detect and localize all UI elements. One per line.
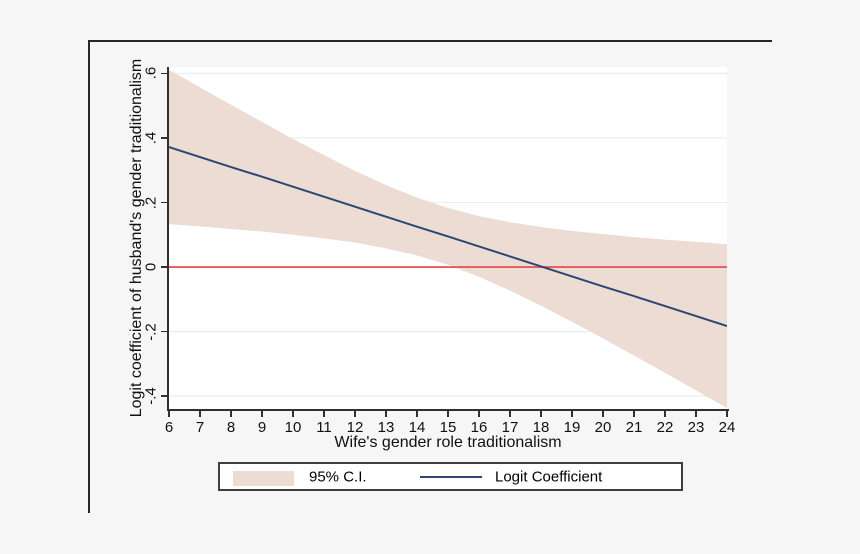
x-tick-label: 17 — [501, 419, 519, 436]
x-tick-label: 6 — [164, 419, 174, 436]
x-axis-line — [167, 409, 729, 411]
y-tick-mark — [161, 395, 167, 397]
x-tick-label: 21 — [625, 419, 643, 436]
y-tick-mark — [161, 330, 167, 333]
x-tick-mark — [602, 411, 604, 417]
x-tick-label: 16 — [470, 419, 488, 436]
x-tick-label: 22 — [656, 419, 674, 436]
x-tick-label: 11 — [316, 419, 332, 436]
x-tick-mark — [509, 411, 511, 417]
x-tick-mark — [168, 411, 170, 417]
x-tick-mark — [633, 411, 635, 417]
x-tick-mark — [447, 411, 449, 417]
x-tick-mark — [664, 411, 666, 417]
x-tick-mark — [726, 411, 728, 417]
x-tick-label: 12 — [346, 419, 364, 436]
x-tick-mark — [261, 411, 263, 417]
x-tick-label: 24 — [718, 419, 736, 436]
x-tick-label: 9 — [257, 419, 267, 436]
x-tick-label: 20 — [594, 419, 612, 436]
legend-line-sample — [420, 476, 482, 478]
y-axis-title: Logit coefficient of husband's gender tr… — [128, 58, 145, 418]
legend-ci-band-swatch — [233, 471, 294, 486]
x-tick-label: 15 — [439, 419, 457, 436]
x-tick-label: 18 — [532, 419, 550, 436]
y-tick-mark — [161, 72, 167, 75]
x-tick-mark — [385, 411, 387, 417]
x-tick-mark — [416, 411, 418, 417]
figure-border-left — [88, 40, 90, 513]
x-tick-label: 23 — [687, 419, 705, 436]
x-tick-mark — [695, 411, 697, 417]
y-tick-mark — [161, 266, 167, 268]
x-tick-label: 13 — [377, 419, 395, 436]
x-tick-mark — [292, 411, 294, 417]
plot-area — [169, 67, 727, 410]
x-axis-title: Wife's gender role traditionalism — [334, 434, 562, 451]
x-tick-label: 8 — [226, 419, 236, 436]
x-tick-mark — [230, 411, 232, 417]
x-tick-label: 10 — [284, 419, 302, 436]
x-tick-mark — [478, 411, 480, 417]
x-tick-label: 14 — [408, 419, 426, 436]
y-tick-mark — [161, 137, 167, 139]
y-tick-mark — [161, 201, 167, 204]
figure-border-top — [88, 40, 772, 42]
x-tick-mark — [323, 411, 325, 417]
x-tick-mark — [354, 411, 356, 417]
legend: 95% C.I. Logit Coefficient — [218, 462, 683, 491]
x-tick-mark — [540, 411, 542, 417]
x-tick-label: 19 — [563, 419, 581, 436]
legend-line-label: Logit Coefficient — [495, 468, 603, 485]
x-tick-label: 7 — [195, 419, 205, 436]
x-tick-mark — [199, 411, 201, 417]
x-tick-mark — [571, 411, 573, 417]
y-axis-line — [167, 67, 169, 411]
chart-canvas — [169, 69, 727, 409]
legend-ci-label: 95% C.I. — [309, 468, 367, 485]
